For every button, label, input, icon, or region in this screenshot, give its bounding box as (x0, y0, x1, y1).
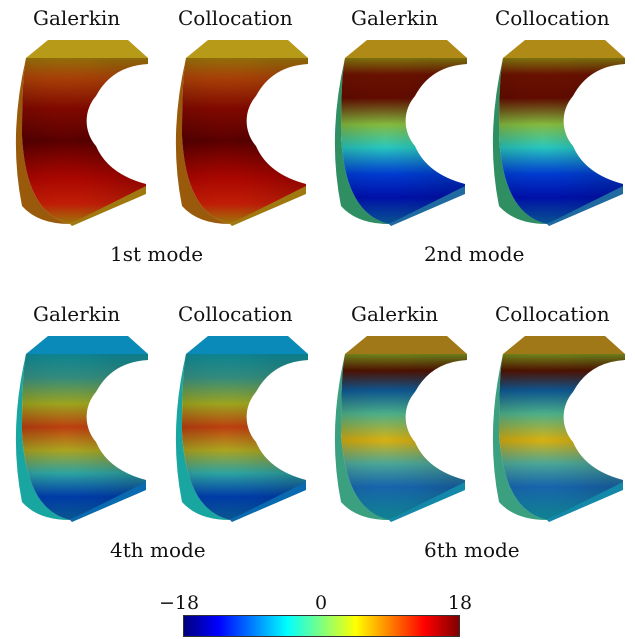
c-shaped-shell (175, 336, 308, 522)
c-shaped-shell (492, 40, 625, 226)
c-shaped-shell (175, 40, 308, 226)
plot-title: Galerkin (351, 302, 439, 326)
mode-surface-plot (8, 36, 148, 226)
plot-title: Collocation (495, 302, 610, 326)
shell-top-face (26, 40, 148, 58)
mode-surface-plot (168, 332, 308, 522)
mode-surface-plot (168, 36, 308, 226)
mode-label: 2nd mode (424, 242, 525, 266)
plot-title: Collocation (178, 302, 293, 326)
shell-outer-rim (492, 354, 547, 520)
mode-label: 4th mode (110, 538, 206, 562)
mode-surface-plot (327, 332, 467, 522)
c-shaped-shell (15, 336, 148, 522)
shell-shading (22, 354, 148, 520)
shell-outer-rim (15, 58, 70, 224)
mode-surface-plot (327, 36, 467, 226)
shell-shading (341, 354, 467, 520)
colorbar-min-label: −18 (158, 592, 200, 614)
mode-label: 1st mode (110, 242, 204, 266)
c-shaped-shell (334, 336, 467, 522)
colorbar (183, 615, 460, 637)
shell-top-face (186, 40, 308, 58)
shell-outer-rim (175, 58, 230, 224)
plot-title: Galerkin (33, 6, 121, 30)
colorbar-max-label: 18 (447, 592, 473, 614)
mode-surface-plot (8, 332, 148, 522)
colorbar-mid-label: 0 (314, 592, 328, 614)
shell-top-face (503, 40, 625, 58)
plot-title: Galerkin (351, 6, 439, 30)
mode-label: 6th mode (424, 538, 520, 562)
shell-top-face (26, 336, 148, 354)
shell-outer-rim (15, 354, 70, 520)
shell-shading (22, 58, 148, 224)
shell-shading (341, 58, 467, 224)
shell-outer-rim (334, 58, 389, 224)
shell-outer-rim (334, 354, 389, 520)
shell-shading (499, 354, 625, 520)
shell-top-face (345, 40, 467, 58)
shell-shading (182, 58, 308, 224)
plot-title: Galerkin (33, 302, 121, 326)
plot-title: Collocation (495, 6, 610, 30)
shell-top-face (503, 336, 625, 354)
shell-shading (499, 58, 625, 224)
shell-outer-rim (492, 58, 547, 224)
c-shaped-shell (15, 40, 148, 226)
plot-title: Collocation (178, 6, 293, 30)
c-shaped-shell (492, 336, 625, 522)
shell-top-face (345, 336, 467, 354)
shell-shading (182, 354, 308, 520)
c-shaped-shell (334, 40, 467, 226)
mode-surface-plot (485, 36, 625, 226)
mode-surface-plot (485, 332, 625, 522)
shell-outer-rim (175, 354, 230, 520)
shell-top-face (186, 336, 308, 354)
